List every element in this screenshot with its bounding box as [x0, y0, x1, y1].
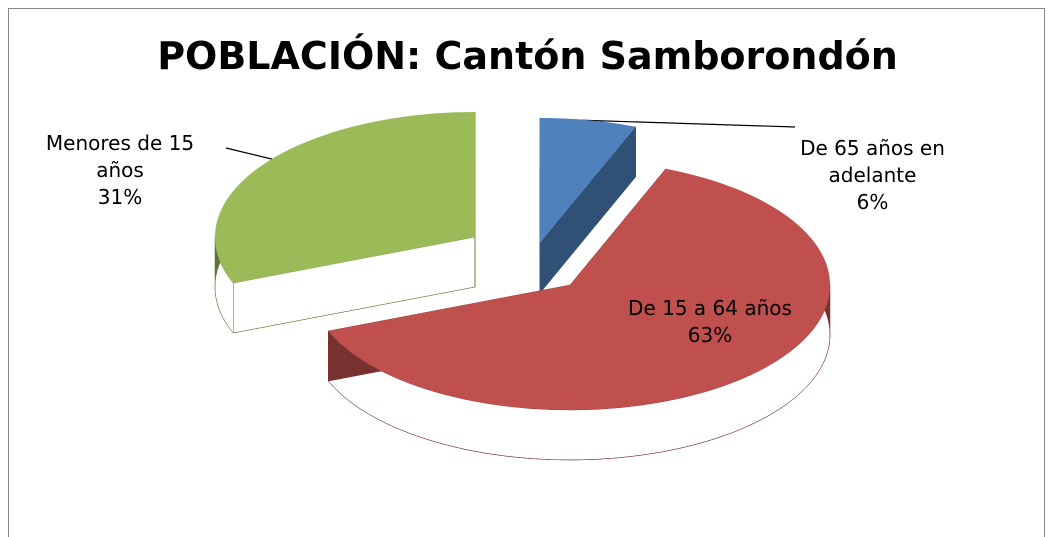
value-label: 6%: [856, 190, 889, 214]
category-label: De 15 a 64 años: [628, 296, 792, 320]
data-label: De 65 años en adelante 6%: [785, 135, 960, 216]
chart-border: [8, 8, 1045, 537]
category-label: Menores de 15 años: [45, 131, 195, 182]
value-label: 31%: [97, 185, 143, 209]
data-label: Menores de 15 años 31%: [45, 130, 195, 211]
data-label: De 15 a 64 años 63%: [610, 295, 810, 349]
pie-slice: [214, 112, 475, 284]
leader-line: [574, 119, 796, 128]
category-label: De 65 años en adelante: [800, 136, 945, 187]
chart-title: POBLACIÓN: Cantón Samborondón: [157, 34, 898, 78]
pie-slice: [540, 118, 636, 243]
value-label: 63%: [687, 323, 733, 347]
pie-slice: [328, 168, 830, 410]
